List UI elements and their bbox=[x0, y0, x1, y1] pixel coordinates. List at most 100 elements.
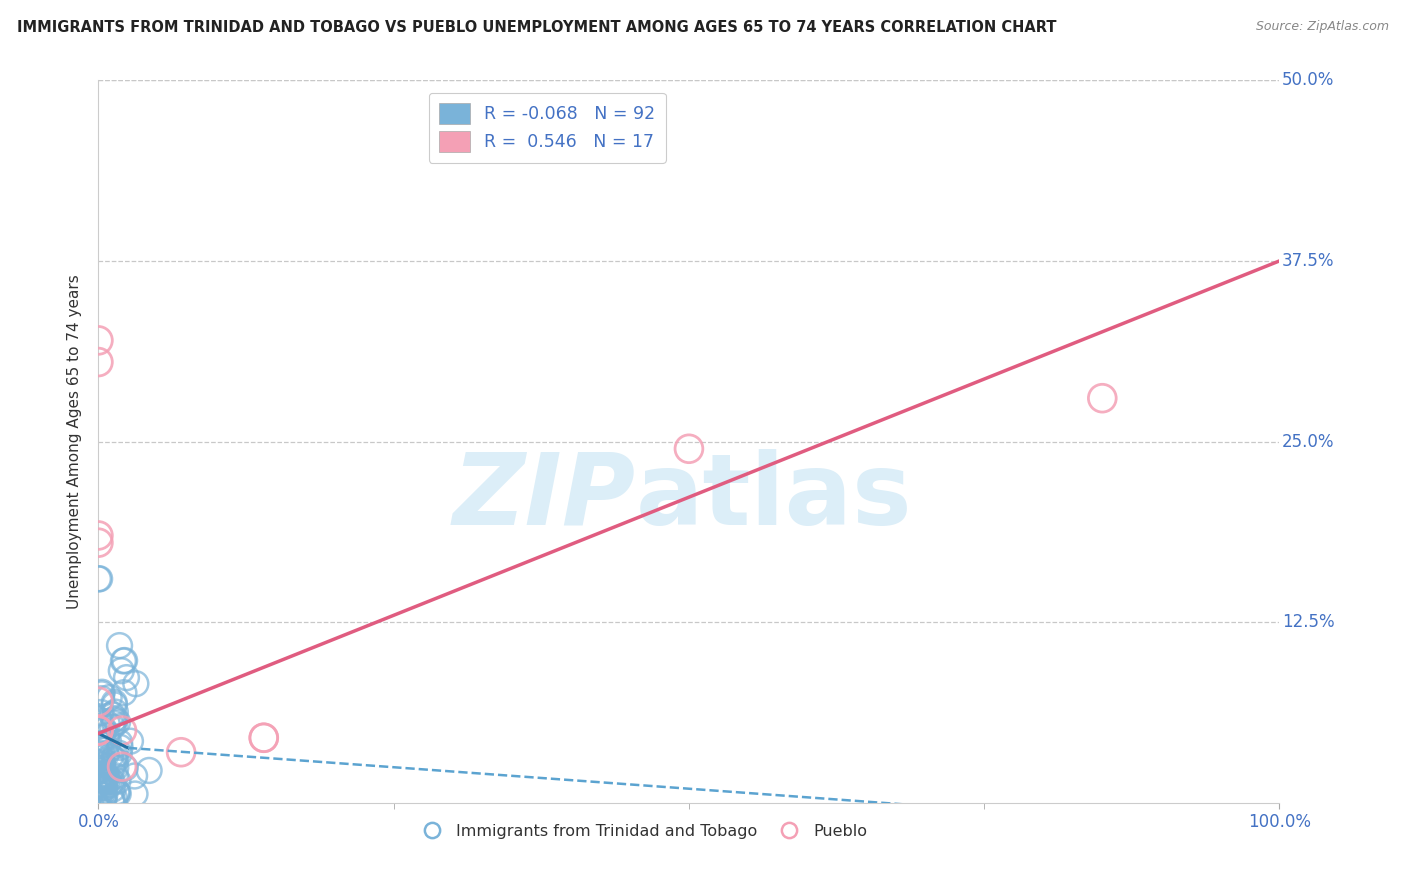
Point bbox=[87, 763, 110, 777]
Text: atlas: atlas bbox=[636, 449, 912, 546]
Point bbox=[96, 747, 118, 761]
Y-axis label: Unemployment Among Ages 65 to 74 years: Unemployment Among Ages 65 to 74 years bbox=[67, 274, 83, 609]
Point bbox=[101, 707, 124, 722]
Point bbox=[105, 786, 128, 800]
Point bbox=[90, 691, 112, 706]
Text: ZIP: ZIP bbox=[453, 449, 636, 546]
Point bbox=[89, 714, 111, 729]
Point bbox=[103, 696, 125, 710]
Point bbox=[96, 729, 118, 743]
Point bbox=[108, 735, 131, 749]
Point bbox=[124, 769, 146, 783]
Point bbox=[170, 745, 193, 759]
Point bbox=[107, 787, 129, 801]
Point bbox=[87, 772, 110, 787]
Point bbox=[87, 723, 110, 738]
Point bbox=[253, 731, 276, 745]
Point bbox=[91, 755, 114, 769]
Point bbox=[93, 723, 115, 738]
Point bbox=[91, 771, 114, 785]
Point bbox=[93, 737, 115, 751]
Point bbox=[93, 786, 115, 800]
Point bbox=[90, 779, 112, 793]
Point bbox=[87, 776, 110, 790]
Point bbox=[93, 780, 115, 795]
Point bbox=[89, 756, 111, 770]
Point bbox=[100, 749, 122, 764]
Point bbox=[87, 778, 110, 792]
Point bbox=[112, 686, 135, 700]
Point bbox=[94, 772, 117, 786]
Point bbox=[87, 764, 110, 779]
Point bbox=[91, 774, 114, 789]
Point bbox=[93, 792, 115, 806]
Point bbox=[87, 723, 110, 738]
Point bbox=[91, 685, 114, 699]
Point bbox=[104, 712, 127, 726]
Point bbox=[87, 713, 110, 727]
Text: 37.5%: 37.5% bbox=[1282, 252, 1334, 270]
Text: IMMIGRANTS FROM TRINIDAD AND TOBAGO VS PUEBLO UNEMPLOYMENT AMONG AGES 65 TO 74 Y: IMMIGRANTS FROM TRINIDAD AND TOBAGO VS P… bbox=[17, 20, 1056, 35]
Point bbox=[89, 742, 111, 756]
Point bbox=[125, 676, 148, 690]
Point bbox=[89, 572, 111, 586]
Point bbox=[97, 773, 120, 788]
Point bbox=[124, 787, 146, 801]
Point bbox=[89, 777, 111, 791]
Point bbox=[112, 654, 135, 668]
Point bbox=[93, 773, 115, 788]
Point bbox=[104, 754, 127, 768]
Point bbox=[108, 740, 131, 755]
Point bbox=[103, 713, 125, 727]
Point bbox=[98, 690, 121, 705]
Point bbox=[103, 716, 125, 731]
Point bbox=[90, 750, 112, 764]
Point bbox=[91, 760, 114, 774]
Point bbox=[93, 789, 115, 803]
Point bbox=[97, 770, 120, 784]
Point bbox=[678, 442, 700, 456]
Point bbox=[87, 572, 110, 586]
Point bbox=[105, 785, 128, 799]
Point bbox=[90, 778, 112, 792]
Point bbox=[91, 758, 114, 772]
Point bbox=[93, 722, 115, 736]
Point bbox=[98, 778, 121, 792]
Point bbox=[94, 770, 117, 784]
Point bbox=[101, 720, 124, 734]
Point bbox=[111, 760, 134, 774]
Point bbox=[108, 747, 131, 761]
Legend: Immigrants from Trinidad and Tobago, Pueblo: Immigrants from Trinidad and Tobago, Pue… bbox=[409, 818, 873, 846]
Point bbox=[101, 774, 124, 789]
Point bbox=[96, 716, 118, 731]
Point bbox=[90, 687, 112, 701]
Text: Source: ZipAtlas.com: Source: ZipAtlas.com bbox=[1256, 20, 1389, 33]
Point bbox=[93, 767, 115, 781]
Point bbox=[87, 528, 110, 542]
Point bbox=[138, 764, 160, 778]
Point bbox=[101, 796, 124, 810]
Point bbox=[93, 784, 115, 798]
Point bbox=[89, 787, 111, 801]
Point bbox=[107, 714, 129, 729]
Point bbox=[104, 769, 127, 783]
Point bbox=[114, 761, 136, 775]
Point bbox=[103, 791, 125, 805]
Point bbox=[110, 664, 132, 678]
Point bbox=[101, 792, 124, 806]
Point bbox=[104, 761, 127, 775]
Text: 12.5%: 12.5% bbox=[1282, 613, 1334, 632]
Point bbox=[103, 698, 125, 712]
Point bbox=[91, 763, 114, 777]
Point bbox=[87, 334, 110, 348]
Point bbox=[93, 791, 115, 805]
Point bbox=[115, 671, 138, 685]
Point bbox=[87, 535, 110, 549]
Point bbox=[101, 760, 124, 774]
Point bbox=[107, 774, 129, 789]
Point bbox=[87, 355, 110, 369]
Point bbox=[89, 737, 111, 751]
Point bbox=[104, 748, 127, 763]
Point bbox=[90, 780, 112, 795]
Point bbox=[114, 654, 136, 668]
